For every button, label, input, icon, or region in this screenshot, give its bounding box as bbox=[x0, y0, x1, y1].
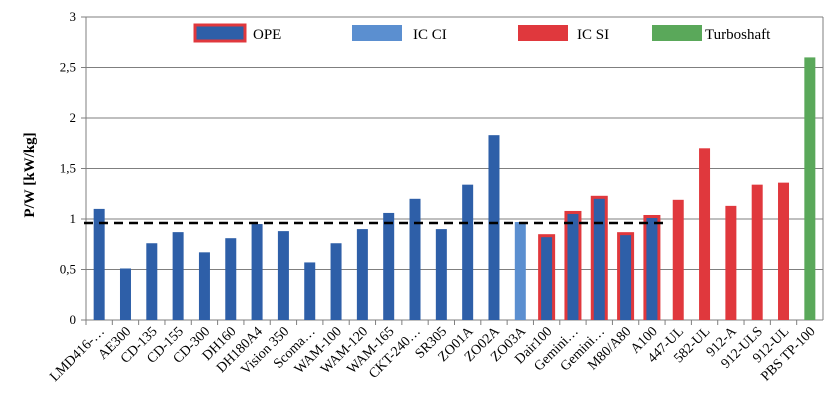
bar bbox=[699, 148, 711, 320]
bar bbox=[620, 235, 632, 320]
legend: OPE IC CI IC SI Turboshaft bbox=[193, 23, 771, 43]
y-tick-label: 1,5 bbox=[60, 161, 76, 176]
legend-swatch-ope bbox=[193, 23, 247, 43]
bar bbox=[462, 184, 474, 320]
bar bbox=[172, 232, 184, 320]
bar bbox=[251, 224, 263, 320]
bar bbox=[198, 252, 210, 320]
bar bbox=[514, 222, 526, 320]
bar bbox=[409, 198, 421, 320]
bars bbox=[93, 57, 816, 321]
y-axis-label: P/W [kW/kg] bbox=[22, 132, 38, 217]
legend-swatch-ic-si bbox=[518, 25, 568, 41]
bar bbox=[488, 135, 500, 320]
bar bbox=[304, 262, 316, 320]
bar bbox=[725, 205, 737, 320]
legend-swatch-ic-ci bbox=[352, 25, 402, 41]
legend-label: IC CI bbox=[413, 27, 447, 43]
legend-label: OPE bbox=[253, 27, 281, 43]
legend-label: Turboshaft bbox=[705, 27, 771, 43]
y-tick-label: 2 bbox=[70, 110, 77, 125]
y-tick-label: 0,5 bbox=[60, 262, 76, 277]
bar bbox=[804, 57, 816, 321]
bar bbox=[593, 198, 605, 320]
bar bbox=[751, 184, 763, 320]
gridlines: 0 0,5 1 1,5 2 2,5 3 bbox=[60, 9, 823, 327]
bar bbox=[778, 182, 790, 320]
bar bbox=[383, 212, 395, 320]
y-tick-label: 3 bbox=[70, 9, 77, 24]
bar bbox=[146, 243, 158, 320]
bar bbox=[277, 231, 289, 320]
bar bbox=[225, 238, 237, 320]
bar bbox=[646, 217, 658, 320]
legend-label: IC SI bbox=[577, 27, 609, 43]
bar bbox=[435, 229, 447, 320]
bar bbox=[119, 268, 131, 320]
bar bbox=[541, 237, 553, 320]
y-tick-label: 2,5 bbox=[60, 60, 76, 75]
bar bbox=[672, 199, 684, 320]
legend-swatch-turboshaft bbox=[652, 25, 702, 41]
bar bbox=[330, 243, 342, 320]
bar bbox=[356, 229, 368, 320]
category-labels: LMD416-…AE300CD-135CD-155CD-300DH160DH18… bbox=[47, 320, 819, 385]
bar bbox=[567, 213, 579, 320]
y-tick-label: 1 bbox=[70, 211, 77, 226]
bar bbox=[93, 208, 105, 320]
y-tick-label: 0 bbox=[70, 312, 77, 327]
